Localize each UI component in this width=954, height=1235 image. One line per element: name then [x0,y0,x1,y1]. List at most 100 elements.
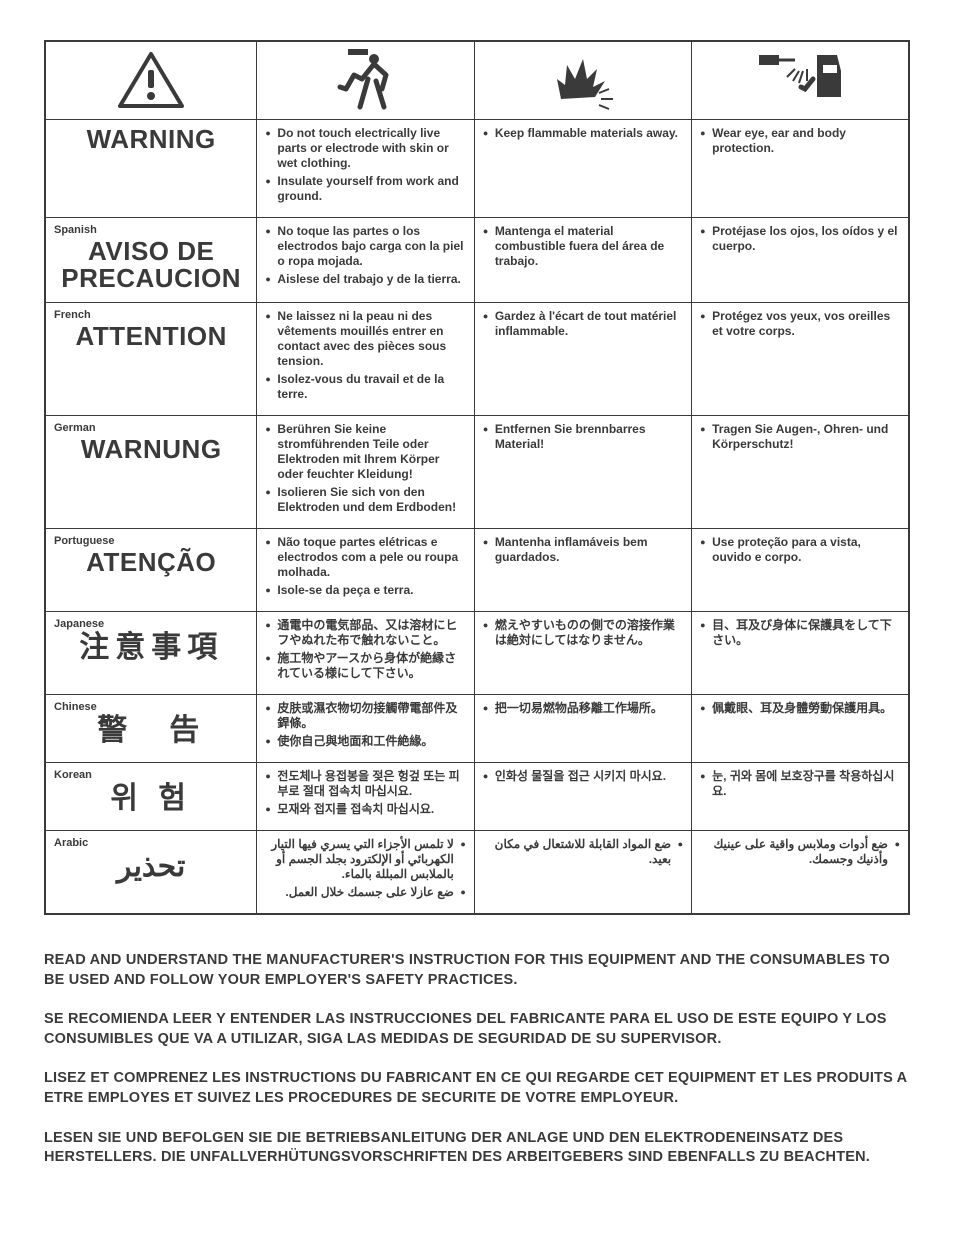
table-row: WARNINGDo not touch electrically live pa… [45,119,909,217]
warning-heading: 警 告 [54,715,248,747]
bullet-item: Protéjase los ojos, los oídos y el cuerp… [700,224,900,254]
bullet-list: Protéjase los ojos, los oídos y el cuerp… [700,224,900,254]
bullet-item: 전도체나 용접봉을 젖은 헝겊 또는 피부로 절대 접속치 마십시요. [265,769,465,799]
bullet-list: Berühren Sie keine stromführenden Teile … [265,422,465,515]
bullet-list: Não toque partes elétricas e electrodos … [265,535,465,598]
warning-cell: لا تلمس الأجزاء التي يسري فيها التيار ال… [257,831,474,915]
bullet-item: 施工物やアースから身体が絶縁されている様にして下さい。 [265,651,465,681]
warning-cell: Do not touch electrically live parts or … [257,119,474,217]
bullet-list: لا تلمس الأجزاء التي يسري فيها التيار ال… [265,837,465,900]
bullet-item: 燃えやすいものの側での溶接作業は絶対にしてはなりません。 [483,618,683,648]
table-row: Spanish AVISO DE PRECAUCION No toque las p… [45,217,909,303]
language-heading-cell: WARNING [45,119,257,217]
bullet-item: 目、耳及び身体に保護具をして下さい。 [700,618,900,648]
warning-heading: 위 험 [54,783,248,815]
welding-ppe-icon [692,41,909,119]
bullet-list: 通電中の電気部品、又は溶材にヒフやぬれた布で触れないこと。施工物やアースから身体… [265,618,465,681]
bullet-item: Isole-se da peça e terra. [265,583,465,598]
warning-cell: Não toque partes elétricas e electrodos … [257,529,474,612]
warning-cell: Gardez à l'écart de tout matériel inflam… [474,303,691,416]
language-heading-cell: Korean 위 험 [45,763,257,831]
bullet-list: 燃えやすいものの側での溶接作業は絶対にしてはなりません。 [483,618,683,648]
bullet-item: Isolieren Sie sich von den Elektroden un… [265,485,465,515]
language-heading-cell: Arabic تحذير [45,831,257,915]
language-tag: Spanish [54,224,248,236]
bullet-item: Tragen Sie Augen-, Ohren- und Körperschu… [700,422,900,452]
bullet-item: Wear eye, ear and body protection. [700,126,900,156]
warning-cell: Keep flammable materials away. [474,119,691,217]
table-row: Portuguese ATENÇÃO Não toque partes elétri… [45,529,909,612]
language-heading-cell: Spanish AVISO DE PRECAUCION [45,217,257,303]
bullet-item: لا تلمس الأجزاء التي يسري فيها التيار ال… [265,837,465,882]
bullet-item: Insulate yourself from work and ground. [265,174,465,204]
bullet-item: 佩戴眼、耳及身體勞動保護用具。 [700,701,900,716]
bullet-list: Entfernen Sie brennbarres Material! [483,422,683,452]
warning-cell: ضع أدوات وملابس واقية على عينيك وأذنيك و… [692,831,909,915]
bullet-item: No toque las partes o los electrodos baj… [265,224,465,269]
electric-shock-icon [257,41,474,119]
language-tag: Arabic [54,837,248,849]
table-row: Korean 위 험 전도체나 용접봉을 젖은 헝겊 또는 피부로 절대 접속치 마… [45,763,909,831]
bullet-item: Protégez vos yeux, vos oreilles et votre… [700,309,900,339]
bullet-list: Gardez à l'écart de tout matériel inflam… [483,309,683,339]
bullet-item: Não toque partes elétricas e electrodos … [265,535,465,580]
language-heading-cell: FrenchATTENTION [45,303,257,416]
warning-cell: Entfernen Sie brennbarres Material! [474,416,691,529]
bullet-item: 모재와 접지를 접속치 마십시요. [265,802,465,817]
warning-cell: 皮肤或濕衣物切勿接觸帶電部件及銲條。使你自己與地面和工件絶緣。 [257,695,474,763]
warning-heading: 注意事項 [54,632,248,664]
warning-cell: Ne laissez ni la peau ni des vêtements m… [257,303,474,416]
language-tag: Chinese [54,701,248,713]
language-tag: Japanese [54,618,248,630]
bullet-list: 전도체나 용접봉을 젖은 헝겊 또는 피부로 절대 접속치 마십시요. 모재와 접… [265,769,465,817]
bullet-list: ضع أدوات وملابس واقية على عينيك وأذنيك و… [700,837,900,867]
warning-heading: ATENÇÃO [54,549,248,576]
footer-paragraph: LISEZ ET COMPRENEZ LES INSTRUCTIONS DU F… [44,1069,910,1108]
warning-cell: Tragen Sie Augen-, Ohren- und Körperschu… [692,416,909,529]
warning-cell: 인화성 물질을 접근 시키지 마시요. [474,763,691,831]
bullet-list: Mantenha inflamáveis bem guardados. [483,535,683,565]
bullet-list: 눈, 귀와 몸에 보호장구를 착용하십시요. [700,769,900,799]
table-row: Arabic تحذير لا تلمس الأجزاء التي يسري فيه… [45,831,909,915]
bullet-item: 皮肤或濕衣物切勿接觸帶電部件及銲條。 [265,701,465,731]
bullet-list: 인화성 물질을 접근 시키지 마시요. [483,769,683,784]
warning-cell: 佩戴眼、耳及身體勞動保護用具。 [692,695,909,763]
bullet-item: Mantenga el material combustible fuera d… [483,224,683,269]
table-row: GermanWARNUNGBerühren Sie keine stromfüh… [45,416,909,529]
warning-cell: 通電中の電気部品、又は溶材にヒフやぬれた布で触れないこと。施工物やアースから身体… [257,612,474,695]
warning-cell: 燃えやすいものの側での溶接作業は絶対にしてはなりません。 [474,612,691,695]
language-heading-cell: Japanese 注意事項 [45,612,257,695]
warning-table: WARNINGDo not touch electrically live pa… [44,40,910,915]
warning-cell: No toque las partes o los electrodos baj… [257,217,474,303]
bullet-list: Do not touch electrically live parts or … [265,126,465,204]
bullet-item: 눈, 귀와 몸에 보호장구를 착용하십시요. [700,769,900,799]
language-tag: Portuguese [54,535,248,547]
bullet-list: Protégez vos yeux, vos oreilles et votre… [700,309,900,339]
warning-heading: تحذير [54,851,248,883]
bullet-item: Berühren Sie keine stromführenden Teile … [265,422,465,482]
bullet-list: Keep flammable materials away. [483,126,683,141]
bullet-list: 目、耳及び身体に保護具をして下さい。 [700,618,900,648]
warning-cell: 目、耳及び身体に保護具をして下さい。 [692,612,909,695]
bullet-item: 把一切易燃物品移離工作場所。 [483,701,683,716]
bullet-item: Ne laissez ni la peau ni des vêtements m… [265,309,465,369]
footer-instructions: READ AND UNDERSTAND THE MANUFACTURER'S I… [44,951,910,1168]
warning-cell: 눈, 귀와 몸에 보호장구를 착용하십시요. [692,763,909,831]
bullet-item: Do not touch electrically live parts or … [265,126,465,171]
bullet-list: Ne laissez ni la peau ni des vêtements m… [265,309,465,402]
bullet-list: ضع المواد القابلة للاشتعال في مكان بعيد. [483,837,683,867]
warning-heading: WARNUNG [54,436,248,463]
warning-cell: Mantenga el material combustible fuera d… [474,217,691,303]
footer-paragraph: READ AND UNDERSTAND THE MANUFACTURER'S I… [44,951,910,990]
bullet-list: 佩戴眼、耳及身體勞動保護用具。 [700,701,900,716]
warning-heading: AVISO DE PRECAUCION [54,238,248,293]
bullet-list: Tragen Sie Augen-, Ohren- und Körperschu… [700,422,900,452]
bullet-item: Keep flammable materials away. [483,126,683,141]
footer-paragraph: SE RECOMIENDA LEER Y ENTENDER LAS INSTRU… [44,1010,910,1049]
language-tag: Korean [54,769,248,781]
table-row: Japanese 注意事項通電中の電気部品、又は溶材にヒフやぬれた布で触れないこと… [45,612,909,695]
bullet-item: Mantenha inflamáveis bem guardados. [483,535,683,565]
bullet-item: Entfernen Sie brennbarres Material! [483,422,683,452]
warning-cell: Mantenha inflamáveis bem guardados. [474,529,691,612]
language-tag: French [54,309,248,321]
